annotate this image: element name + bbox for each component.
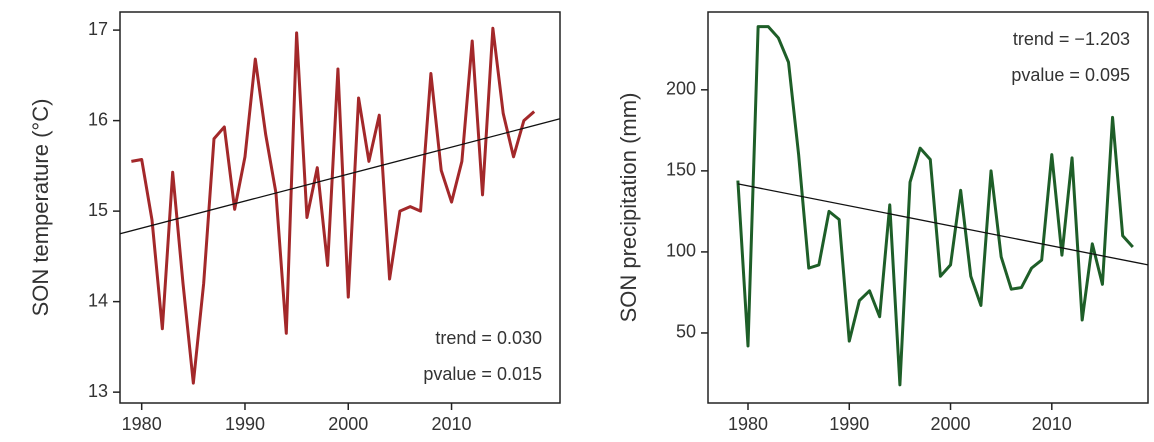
data-line	[736, 25, 1134, 387]
y-axis-label: SON temperature (°C)	[28, 99, 53, 317]
x-tick-label: 1990	[829, 414, 869, 434]
annotation: trend = 0.030	[435, 328, 542, 348]
x-tick-label: 2000	[931, 414, 971, 434]
y-tick-label: 100	[666, 241, 696, 261]
y-tick-label: 15	[88, 200, 108, 220]
x-tick-label: 1980	[728, 414, 768, 434]
annotation: trend = −1.203	[1013, 29, 1130, 49]
x-tick-label: 1990	[225, 414, 265, 434]
y-tick-label: 14	[88, 290, 108, 310]
y-tick-label: 50	[676, 322, 696, 342]
x-tick-label: 2010	[1032, 414, 1072, 434]
x-tick-label: 2010	[432, 414, 472, 434]
trend-line	[119, 118, 561, 235]
x-tick-label: 1980	[122, 414, 162, 434]
y-tick-label: 200	[666, 79, 696, 99]
y-tick-label: 17	[88, 19, 108, 39]
y-tick-label: 16	[88, 109, 108, 129]
annotation: pvalue = 0.015	[423, 364, 542, 384]
plot-frame	[707, 11, 1149, 404]
y-axis-label: SON precipitation (mm)	[616, 93, 641, 323]
plot-frame	[119, 11, 561, 404]
trend-line	[737, 183, 1149, 266]
y-tick-label: 13	[88, 381, 108, 401]
x-tick-label: 2000	[328, 414, 368, 434]
y-tick-label: 150	[666, 160, 696, 180]
data-line	[131, 26, 536, 385]
annotation: pvalue = 0.095	[1011, 65, 1130, 85]
